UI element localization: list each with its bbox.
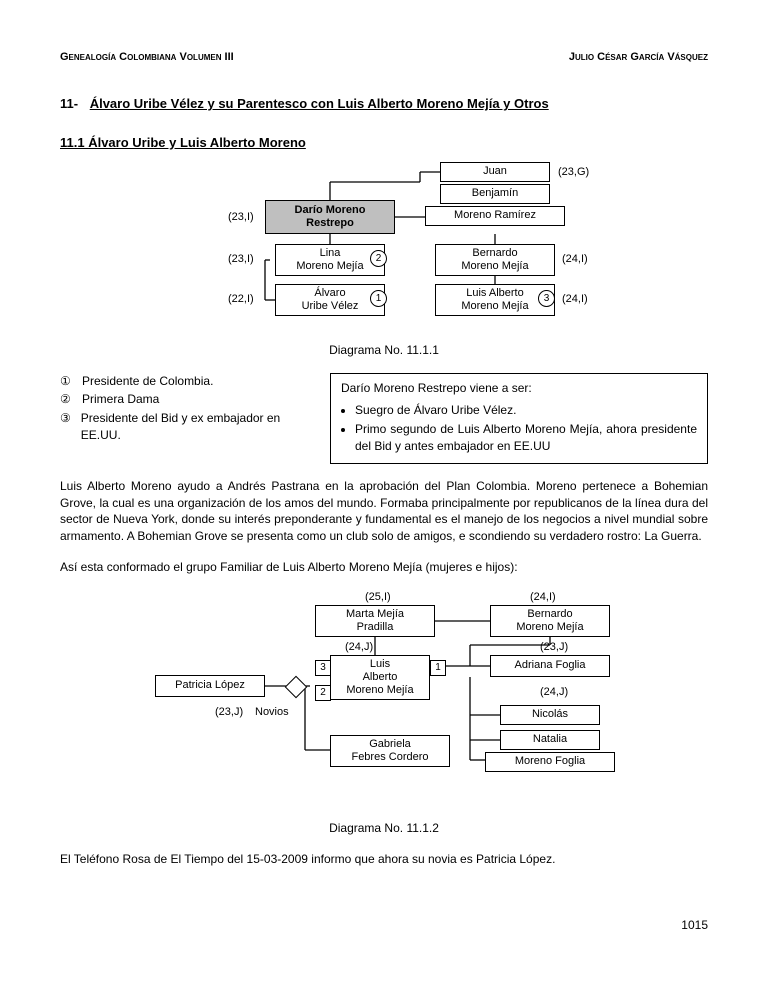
coord: (23,I) [228, 210, 254, 225]
legend-text: Presidente del Bid y ex embajador en EE.… [81, 410, 310, 444]
section-text: Álvaro Uribe Vélez y su Parentesco con L… [90, 95, 549, 113]
node-patricia: Patricia López [155, 675, 265, 697]
node-juan: Juan [440, 162, 550, 182]
paragraph: Así esta conformado el grupo Familiar de… [60, 559, 708, 576]
coord: (23,G) [558, 165, 589, 180]
info-box: Darío Moreno Restrepo viene a ser: Suegr… [330, 373, 708, 464]
coord: (24,I) [562, 292, 588, 307]
legend-text: Presidente de Colombia. [82, 373, 213, 390]
circle-marker: 2 [370, 250, 387, 267]
node-gabriela: Gabriela Febres Cordero [330, 735, 450, 767]
subsection-title: 11.1 Álvaro Uribe y Luis Alberto Moreno [60, 134, 708, 152]
node-moreno-foglia: Moreno Foglia [485, 752, 615, 772]
node-alvaro: Álvaro Uribe Vélez [275, 284, 385, 316]
circle-marker: 1 [370, 290, 387, 307]
section-number: 11- [60, 95, 78, 113]
node-moreno-ramirez: Moreno Ramírez [425, 206, 565, 226]
page-header: Genealogía Colombiana Volumen III Julio … [60, 50, 708, 65]
diagram-2-caption: Diagrama No. 11.1.2 [60, 820, 708, 837]
info-box-item: Primo segundo de Luis Alberto Moreno Mej… [355, 421, 697, 455]
legend-mark: ② [60, 391, 82, 408]
node-bernardo: Bernardo Moreno Mejía [435, 244, 555, 276]
node-natalia: Natalia [500, 730, 600, 750]
node-luis: Luis Alberto Moreno Mejía [435, 284, 555, 316]
header-right: Julio César García Vásquez [569, 51, 708, 63]
legend: ①Presidente de Colombia. ②Primera Dama ③… [60, 373, 310, 464]
coord: (24,J) [540, 685, 568, 700]
coord: (24,I) [562, 252, 588, 267]
coord: (22,I) [228, 292, 254, 307]
coord: (24,I) [530, 590, 556, 605]
info-box-item: Suegro de Álvaro Uribe Vélez. [355, 402, 697, 419]
paragraph: El Teléfono Rosa de El Tiempo del 15-03-… [60, 851, 708, 868]
circle-marker: 3 [538, 290, 555, 307]
diagram-2: (25,I) (24,I) (24,J) (23,J) (24,J) (23,J… [130, 590, 650, 810]
coord: (24,J) [345, 640, 373, 655]
section-title: 11- Álvaro Uribe Vélez y su Parentesco c… [60, 95, 708, 113]
node-lina: Lina Moreno Mejía [275, 244, 385, 276]
legend-mark: ③ [60, 410, 81, 444]
coord: (23,I) [228, 252, 254, 267]
diamond-marker [285, 675, 308, 698]
header-left: Genealogía Colombiana Volumen III [60, 51, 234, 63]
page-number: 1015 [60, 917, 708, 934]
diagram-1: Juan Benjamín Moreno Ramírez Darío Moren… [180, 162, 620, 332]
legend-text: Primera Dama [82, 391, 159, 408]
diagram-1-caption: Diagrama No. 11.1.1 [60, 342, 708, 359]
square-marker: 1 [430, 660, 446, 676]
node-adriana: Adriana Foglia [490, 655, 610, 677]
paragraph: Luis Alberto Moreno ayudo a Andrés Pastr… [60, 478, 708, 545]
square-marker: 3 [315, 660, 331, 676]
legend-infobox-row: ①Presidente de Colombia. ②Primera Dama ③… [60, 373, 708, 464]
info-box-title: Darío Moreno Restrepo viene a ser: [341, 380, 697, 397]
node-luis2: Luis Alberto Moreno Mejía [330, 655, 430, 700]
node-benjamin: Benjamín [440, 184, 550, 204]
novios-label: Novios [255, 705, 289, 720]
node-dario: Darío Moreno Restrepo [265, 200, 395, 234]
coord: (23,J) [540, 640, 568, 655]
legend-mark: ① [60, 373, 82, 390]
node-nicolas: Nicolás [500, 705, 600, 725]
coord: (23,J) [215, 705, 243, 720]
square-marker: 2 [315, 685, 331, 701]
node-bernardo2: Bernardo Moreno Mejía [490, 605, 610, 637]
node-marta: Marta Mejía Pradilla [315, 605, 435, 637]
coord: (25,I) [365, 590, 391, 605]
